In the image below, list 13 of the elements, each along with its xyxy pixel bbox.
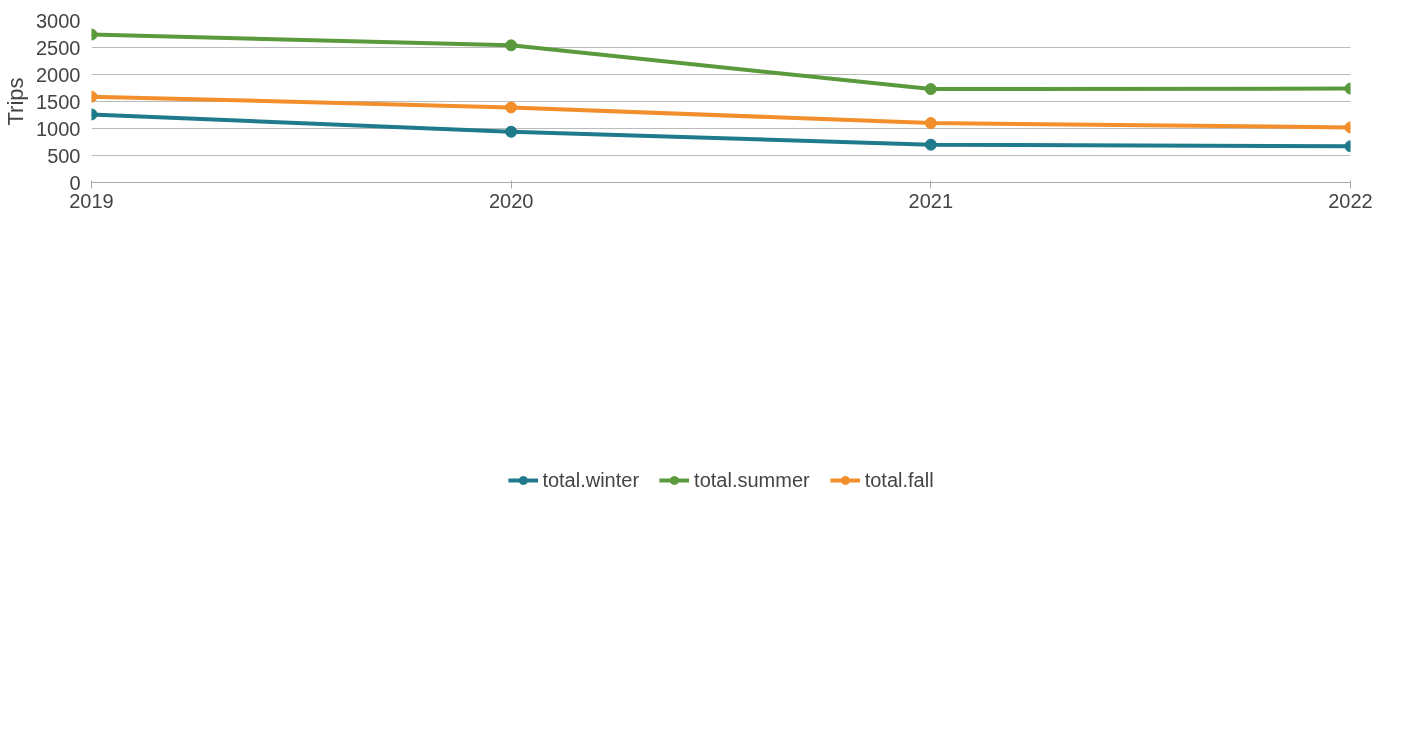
y-tick-label: 1500 [36,90,81,113]
y-tick-label: 1000 [36,117,81,140]
y-tick-label: 500 [47,144,81,167]
legend-label: total.winter [542,468,640,492]
legend-label: total.summer [694,468,810,492]
x-tick-label: 2020 [488,189,534,212]
y-tick-label: 3000 [36,9,81,32]
y-axis-title: Trips [3,77,29,126]
x-tick-label: 2022 [1328,189,1373,212]
y-tick-label: 2500 [36,36,81,59]
legend-label: total.fall [864,468,934,492]
x-tick-label: 2021 [908,189,954,212]
y-tick-label: 2000 [36,63,81,86]
